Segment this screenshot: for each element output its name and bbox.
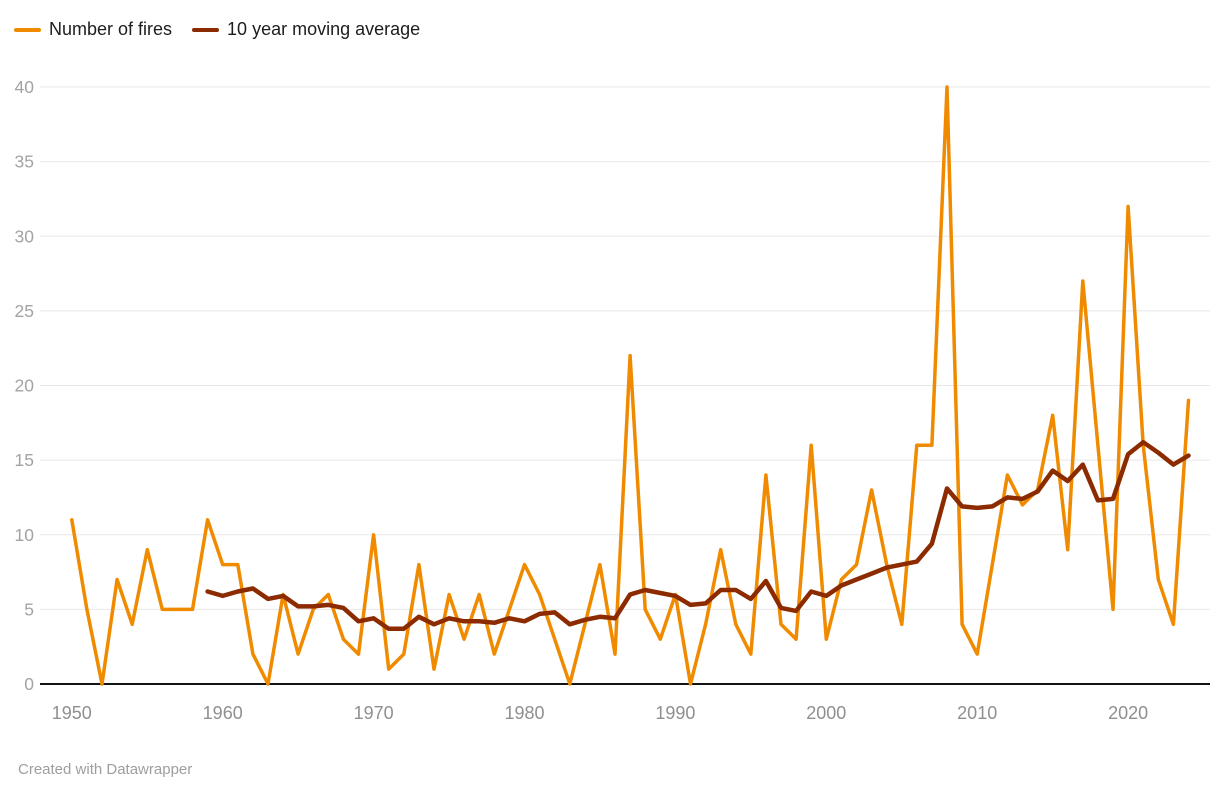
legend-label-moving-average: 10 year moving average	[227, 19, 421, 39]
x-axis-tick-label: 1970	[354, 703, 394, 723]
attribution-text[interactable]: Created with Datawrapper	[18, 761, 193, 778]
x-axis-tick-label: 2000	[806, 703, 846, 723]
legend: Number of fires 10 year moving average	[14, 19, 421, 40]
y-axis-tick-label: 40	[15, 77, 35, 97]
attribution: Created with Datawrapper	[18, 761, 192, 778]
x-axis-tick-label: 1950	[52, 703, 92, 723]
y-axis-tick-label: 25	[15, 301, 34, 321]
x-axis-tick-label: 1980	[504, 703, 544, 723]
x-axis-tick-label: 2020	[1108, 703, 1148, 723]
x-axis-tick-label: 2010	[957, 703, 997, 723]
legend-label-fires: Number of fires	[49, 19, 173, 39]
y-axis-tick-label: 20	[15, 376, 35, 396]
x-axis-tick-label: 1990	[655, 703, 695, 723]
y-axis-tick-label: 30	[15, 226, 35, 246]
moving-average-line	[205, 439, 1191, 632]
y-axis-tick-label: 5	[24, 599, 34, 619]
legend-item-fires: Number of fires	[14, 19, 173, 40]
legend-item-moving-average: 10 year moving average	[192, 19, 421, 40]
y-axis-tick-label: 35	[15, 152, 34, 172]
legend-swatch-moving-average	[192, 27, 220, 32]
y-axis-tick-label: 10	[15, 525, 35, 545]
y-axis-tick-label: 15	[15, 450, 34, 470]
x-axis-tick-label: 1960	[203, 703, 243, 723]
y-axis-tick-label: 0	[24, 674, 34, 694]
fires-line	[70, 85, 1191, 686]
legend-swatch-fires	[14, 27, 41, 32]
